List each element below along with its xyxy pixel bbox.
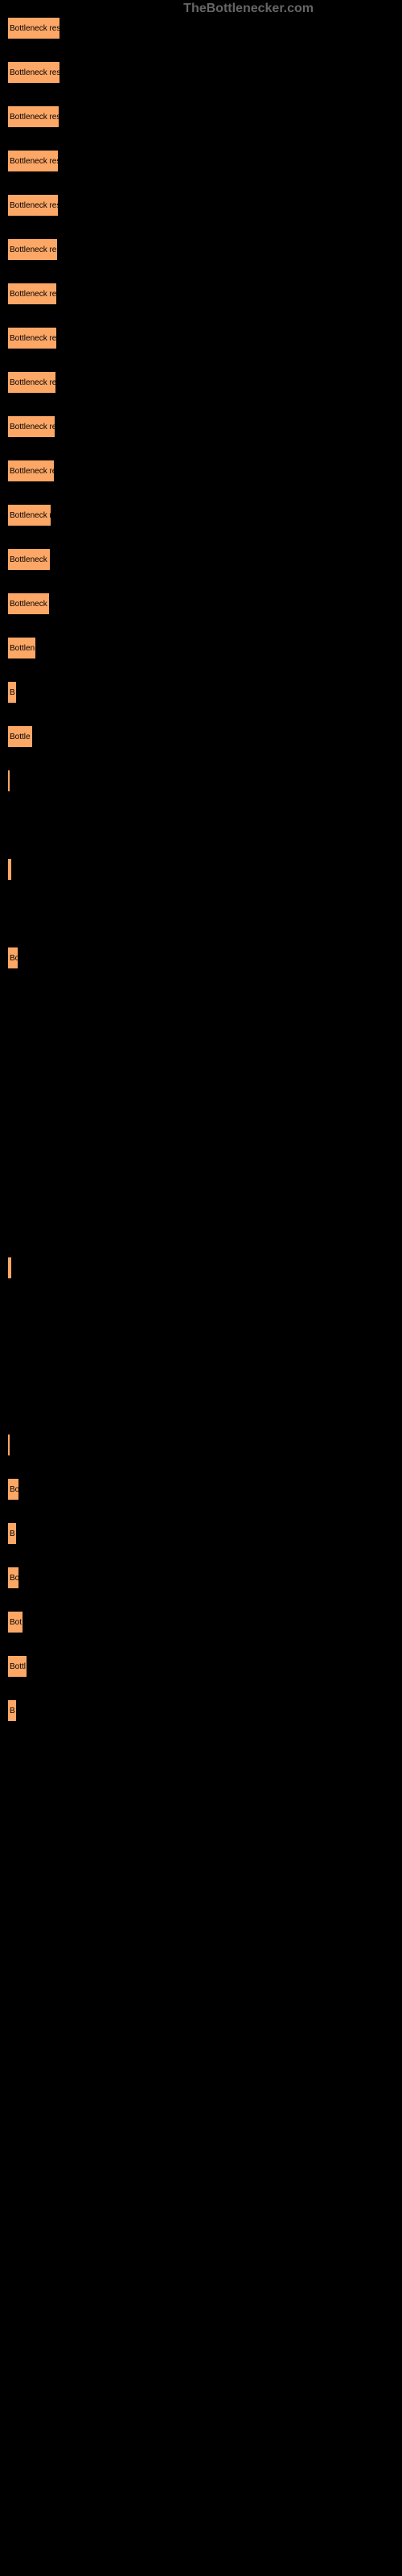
chart-bar: Bottle bbox=[6, 724, 34, 749]
bar-row bbox=[6, 1300, 402, 1324]
chart-bar: B bbox=[6, 1699, 18, 1723]
bar-row: Bottle bbox=[6, 724, 402, 749]
bar-row: B bbox=[6, 680, 402, 704]
chart-bar: Bottleneck res bbox=[6, 415, 56, 439]
chart-bar: Bottleneck r bbox=[6, 503, 52, 527]
bar-row: Bot bbox=[6, 1610, 402, 1634]
bar-row: Bottleneck res bbox=[6, 237, 402, 262]
bar-row: Bottleneck resu bbox=[6, 16, 402, 40]
chart-bar: Bottleneck resu bbox=[6, 60, 61, 85]
bar-row bbox=[6, 1212, 402, 1236]
bar-row bbox=[6, 857, 402, 881]
bar-row bbox=[6, 990, 402, 1014]
bar-row: Bottleneck res bbox=[6, 326, 402, 350]
bar-row: Bottleneck resu bbox=[6, 60, 402, 85]
chart-bar: Bottleneck resu bbox=[6, 16, 61, 40]
bar-row: Bottleneck r bbox=[6, 592, 402, 616]
bar-chart: Bottleneck resu Bottleneck resu Bottleneck… bbox=[0, 0, 402, 1759]
chart-bar: Bottlen bbox=[6, 636, 37, 660]
bar-row: Bottleneck res bbox=[6, 282, 402, 306]
chart-bar: Bottleneck resu bbox=[6, 105, 60, 129]
chart-bar bbox=[6, 769, 11, 793]
chart-bar: Bottleneck r bbox=[6, 592, 51, 616]
chart-bar: Bottleneck r bbox=[6, 547, 51, 572]
bar-row bbox=[6, 1256, 402, 1280]
bar-row bbox=[6, 902, 402, 926]
chart-bar: Bo bbox=[6, 946, 19, 970]
chart-bar: Bottl bbox=[6, 1654, 28, 1678]
bar-row: Bottleneck res bbox=[6, 370, 402, 394]
bar-row bbox=[6, 1167, 402, 1191]
bar-row: Bottleneck resu bbox=[6, 105, 402, 129]
bar-row: Bo bbox=[6, 946, 402, 970]
bar-row: Bottlen bbox=[6, 636, 402, 660]
chart-bar: Bot bbox=[6, 1610, 24, 1634]
bar-row bbox=[6, 1079, 402, 1103]
bar-row: Bottleneck res bbox=[6, 415, 402, 439]
watermark-text: TheBottlenecker.com bbox=[183, 2, 314, 16]
bar-row: Bottleneck res bbox=[6, 149, 402, 173]
chart-bar: Bottleneck res bbox=[6, 193, 59, 217]
bar-row bbox=[6, 1433, 402, 1457]
bar-row: B bbox=[6, 1699, 402, 1723]
bar-row bbox=[6, 1123, 402, 1147]
chart-bar: B bbox=[6, 1521, 18, 1546]
bar-row: Bo bbox=[6, 1566, 402, 1590]
chart-bar: Bottleneck res bbox=[6, 282, 58, 306]
bar-row bbox=[6, 813, 402, 837]
bar-row bbox=[6, 1034, 402, 1059]
chart-bar: Bottleneck res bbox=[6, 370, 57, 394]
chart-bar: Bottleneck res bbox=[6, 237, 59, 262]
bar-row: Bottleneck re bbox=[6, 459, 402, 483]
bar-row bbox=[6, 769, 402, 793]
bar-row bbox=[6, 1344, 402, 1368]
bar-row: B bbox=[6, 1521, 402, 1546]
chart-bar bbox=[6, 857, 13, 881]
bar-row: Bottleneck r bbox=[6, 503, 402, 527]
chart-bar: Bottleneck res bbox=[6, 149, 59, 173]
bar-row: Bottleneck res bbox=[6, 193, 402, 217]
chart-bar bbox=[6, 1433, 11, 1457]
chart-bar: Bo bbox=[6, 1566, 20, 1590]
chart-bar: Bottleneck re bbox=[6, 459, 55, 483]
chart-bar: Bottleneck res bbox=[6, 326, 58, 350]
chart-bar: Bo bbox=[6, 1477, 20, 1501]
bar-row bbox=[6, 1389, 402, 1413]
chart-bar: B bbox=[6, 680, 18, 704]
bar-row: Bottleneck r bbox=[6, 547, 402, 572]
chart-bar bbox=[6, 1256, 13, 1280]
bar-row: Bottl bbox=[6, 1654, 402, 1678]
bar-row: Bo bbox=[6, 1477, 402, 1501]
